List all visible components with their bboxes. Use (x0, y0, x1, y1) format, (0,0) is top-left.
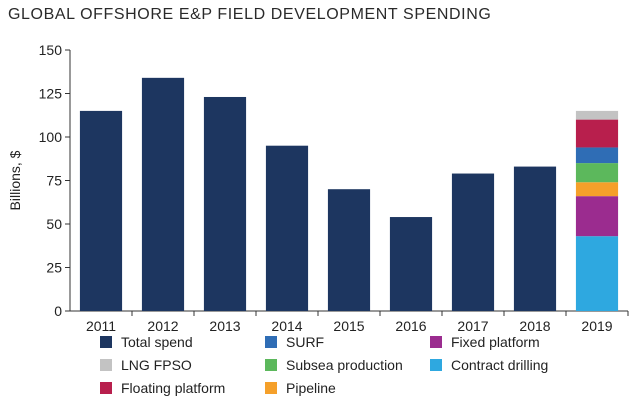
legend-swatch (265, 336, 277, 348)
bar-total-spend-2015 (327, 189, 371, 311)
legend-swatch (100, 382, 112, 394)
legend-swatch (100, 359, 112, 371)
bar-total-spend-2016 (389, 217, 433, 311)
legend-label: Contract drilling (451, 357, 549, 373)
x-tick-label: 2013 (209, 318, 240, 334)
legend-label: Pipeline (286, 380, 336, 396)
bar-total-spend-2014 (265, 145, 309, 311)
bar-total-spend-2012 (141, 77, 185, 311)
bar-segment-lng-fpso (575, 110, 619, 120)
x-tick-label: 2017 (457, 318, 488, 334)
y-tick-label: 125 (39, 86, 63, 102)
legend-swatch (430, 359, 442, 371)
bar-segment-floating-platform (575, 119, 619, 148)
y-tick-label: 150 (39, 42, 63, 58)
chart-title: GLOBAL OFFSHORE E&P FIELD DEVELOPMENT SP… (8, 6, 492, 23)
bar-total-spend-2013 (203, 96, 247, 311)
legend-item: Pipeline (265, 378, 430, 398)
bar-segment-contract-drilling (575, 236, 619, 311)
x-tick-label: 2018 (519, 318, 550, 334)
legend-item: Contract drilling (430, 355, 620, 375)
y-tick-label: 100 (39, 129, 63, 145)
bar-total-spend-2017 (451, 173, 495, 311)
bar-segment-pipeline (575, 182, 619, 197)
y-tick-label: 0 (54, 303, 62, 319)
y-tick-label: 50 (46, 216, 62, 232)
legend-swatch (430, 336, 442, 348)
bar-total-spend-2011 (79, 110, 123, 312)
x-tick-label: 2012 (147, 318, 178, 334)
x-tick-label: 2019 (581, 318, 612, 334)
x-tick-label: 2014 (271, 318, 302, 334)
legend-swatch (100, 336, 112, 348)
legend-item: LNG FPSO (100, 355, 265, 375)
legend-swatch (265, 382, 277, 394)
y-tick-label: 75 (46, 173, 62, 189)
x-tick-label: 2016 (395, 318, 426, 334)
legend-label: Subsea production (286, 357, 403, 373)
legend-swatch (265, 359, 277, 371)
x-tick-label: 2011 (86, 318, 116, 334)
y-tick-label: 25 (46, 260, 62, 276)
legend-label: Fixed platform (451, 334, 540, 350)
bar-total-spend-2018 (513, 166, 557, 311)
legend-label: Floating platform (121, 380, 226, 396)
legend-item: Subsea production (265, 355, 430, 375)
bar-segment-fixed-platform (575, 196, 619, 237)
legend-label: SURF (286, 334, 325, 350)
legend-item: Floating platform (100, 378, 265, 398)
legend-item: SURF (265, 332, 430, 352)
x-tick-label: 2015 (333, 318, 364, 334)
bar-segment-surf (575, 147, 619, 164)
legend-label: Total spend (121, 334, 193, 350)
legend-item: Total spend (100, 332, 265, 352)
legend-label: LNG FPSO (121, 357, 192, 373)
chart-legend: Total spend SURF Fixed platform LNG FPSO Sub… (100, 332, 620, 398)
y-axis-label: Billions, $ (7, 150, 23, 210)
bar-segment-subsea-production (575, 163, 619, 183)
legend-item: Fixed platform (430, 332, 620, 352)
